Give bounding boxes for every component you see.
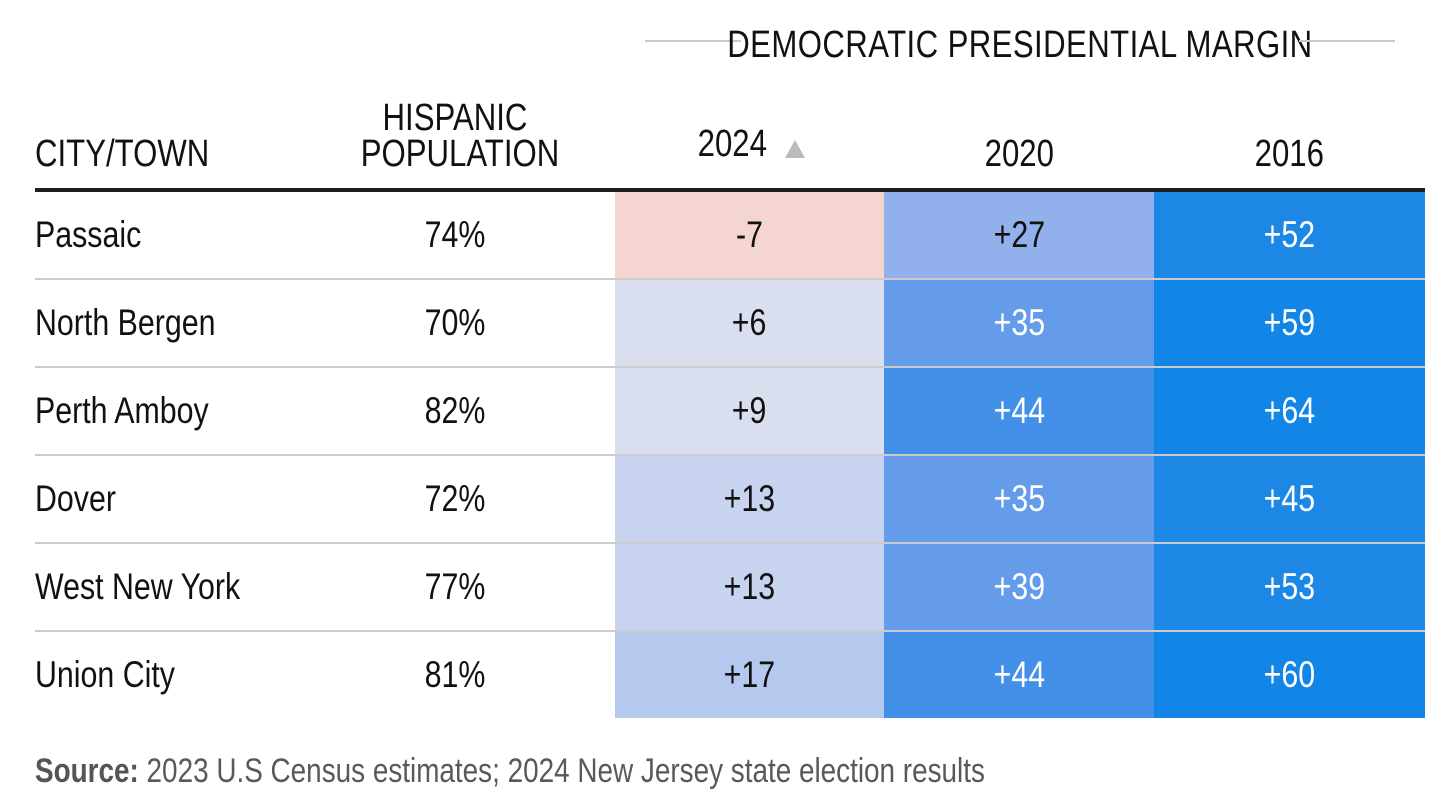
table-row: North Bergen 70% +6 +35 +59 — [35, 280, 1425, 368]
source-text: 2023 U.S Census estimates; 2024 New Jers… — [138, 752, 985, 790]
margin-2020-cell-text: +35 — [993, 478, 1045, 519]
margin-2016-cell-text: +53 — [1263, 566, 1316, 607]
table-row: Union City 81% +17 +44 +60 — [35, 632, 1425, 718]
hispanic-population-cell: 72% — [340, 456, 570, 542]
hispanic-population-cell: 81% — [340, 632, 570, 718]
margin-2024-cell-text: +13 — [723, 478, 776, 519]
margin-2020-cell: +39 — [884, 544, 1154, 630]
city-cell-text: West New York — [35, 566, 241, 607]
source-label: Source: — [35, 752, 139, 790]
margin-2020-cell-text: +35 — [993, 302, 1045, 343]
margin-2024-cell-text: +13 — [723, 566, 776, 607]
city-cell: Passaic — [35, 192, 335, 278]
margin-2020-cell: +27 — [884, 192, 1154, 278]
city-cell: Perth Amboy — [35, 368, 335, 454]
hispanic-population-cell: 82% — [340, 368, 570, 454]
column-group-header: DEMOCRATIC PRESIDENTIAL MARGIN — [645, 18, 1395, 72]
source-note: Source: 2023 U.S Census estimates; 2024 … — [35, 752, 1193, 791]
city-cell-text: Dover — [35, 478, 116, 519]
margin-2016-cell-text: +52 — [1263, 214, 1316, 255]
margin-2016-cell: +64 — [1154, 368, 1425, 454]
column-header-city[interactable]: CITY/TOWN — [35, 133, 210, 175]
margin-2020-cell: +35 — [884, 456, 1154, 542]
hispanic-population-cell-text: 82% — [424, 390, 486, 431]
margin-2020-cell-text: +44 — [993, 390, 1045, 431]
table-body: Passaic 74% -7 +27 +52 North Bergen 70% +6 +35 +5… — [35, 192, 1425, 718]
group-header-rule-right — [1299, 40, 1395, 42]
column-header-2020[interactable]: 2020 — [984, 133, 1054, 175]
group-header-title: DEMOCRATIC PRESIDENTIAL MARGIN — [727, 24, 1313, 66]
margin-2016-cell: +45 — [1154, 456, 1425, 542]
header-divider — [35, 188, 1425, 192]
hispanic-header-line1: HISPANIC — [382, 97, 528, 139]
city-cell-text: Passaic — [35, 214, 142, 255]
city-cell: West New York — [35, 544, 335, 630]
column-header-2016[interactable]: 2016 — [1254, 133, 1324, 175]
margin-2020-cell-text: +44 — [993, 654, 1045, 695]
city-cell-text: Union City — [35, 654, 175, 695]
hispanic-population-cell-text: 74% — [424, 214, 486, 255]
margin-2020-cell-text: +27 — [993, 214, 1045, 255]
margin-2024-cell-text: +9 — [732, 390, 767, 431]
margin-2024-cell: +17 — [615, 632, 884, 718]
city-cell: North Bergen — [35, 280, 335, 366]
city-cell: Union City — [35, 632, 335, 718]
margin-2024-cell: +9 — [615, 368, 884, 454]
margin-2016-cell: +53 — [1154, 544, 1425, 630]
table-row: West New York 77% +13 +39 +53 — [35, 544, 1425, 632]
group-header-rule-left — [645, 40, 741, 42]
hispanic-population-cell-text: 72% — [424, 478, 486, 519]
margin-2024-cell: +6 — [615, 280, 884, 366]
hispanic-population-cell-text: 81% — [424, 654, 486, 695]
margin-2020-cell-text: +39 — [993, 566, 1045, 607]
margin-2024-cell-text: +6 — [732, 302, 767, 343]
margin-2024-cell: +13 — [615, 456, 884, 542]
margin-2016-cell-text: +60 — [1263, 654, 1316, 695]
hispanic-population-cell-text: 77% — [424, 566, 486, 607]
margin-2024-cell-text: -7 — [736, 214, 763, 255]
city-cell-text: North Bergen — [35, 302, 216, 343]
city-cell-text: Perth Amboy — [35, 390, 209, 431]
margin-2016-cell-text: +64 — [1263, 390, 1316, 431]
hispanic-population-cell-text: 70% — [424, 302, 486, 343]
margin-2024-cell: +13 — [615, 544, 884, 630]
margin-2016-cell-text: +45 — [1263, 478, 1316, 519]
hispanic-population-cell: 70% — [340, 280, 570, 366]
table-row: Dover 72% +13 +35 +45 — [35, 456, 1425, 544]
hispanic-population-cell: 77% — [340, 544, 570, 630]
margin-2016-cell: +60 — [1154, 632, 1425, 718]
table-row: Passaic 74% -7 +27 +52 — [35, 192, 1425, 280]
hispanic-population-cell: 74% — [340, 192, 570, 278]
column-header-hispanic-population[interactable]: HISPANIC POPULATION — [340, 97, 570, 175]
hispanic-header-line2: POPULATION — [360, 133, 560, 175]
margin-2024-cell-text: +17 — [723, 654, 776, 695]
margin-2016-cell: +52 — [1154, 192, 1425, 278]
margin-2020-cell: +44 — [884, 368, 1154, 454]
city-cell: Dover — [35, 456, 335, 542]
margin-2016-cell-text: +59 — [1263, 302, 1316, 343]
margin-2016-cell: +59 — [1154, 280, 1425, 366]
table-row: Perth Amboy 82% +9 +44 +64 — [35, 368, 1425, 456]
margin-2020-cell: +35 — [884, 280, 1154, 366]
column-header-2024[interactable]: 2024 — [697, 123, 768, 165]
margin-2020-cell: +44 — [884, 632, 1154, 718]
sort-ascending-icon[interactable] — [785, 140, 805, 158]
margin-2024-cell: -7 — [615, 192, 884, 278]
